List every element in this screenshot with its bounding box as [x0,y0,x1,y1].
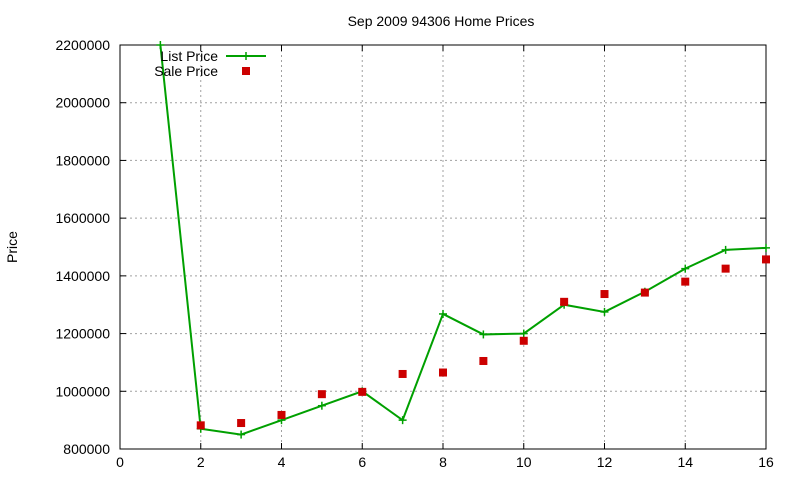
sale-price-point [600,290,609,299]
list-price-point [156,41,165,49]
list-price-line [159,44,767,436]
legend-plus-icon [242,52,250,60]
x-tick-label: 6 [358,454,366,470]
y-axis-label: Price [4,231,20,263]
sale-price-point [237,419,246,428]
legend-item-sale-price: Sale Price [154,63,250,79]
legend-label: List Price [160,48,218,64]
axes: 0 2 4 6 8 10 12 14 16 800000 1000000 1200000 1400000… [55,37,774,470]
y-tick-label: 2200000 [55,37,110,53]
sale-price-point [317,390,326,399]
sale-price-point [479,356,488,365]
sale-price-point [519,336,528,345]
list-price-point [237,430,246,439]
x-tick-label: 10 [516,454,532,470]
y-tick-label: 1600000 [55,210,110,226]
x-tick-label: 8 [439,454,447,470]
list-price-point [519,329,528,338]
sale-price-point [681,277,690,286]
sale-price-point [358,387,367,396]
y-tick-label: 800000 [63,441,110,457]
list-price-point [721,245,730,254]
list-price-point [479,330,488,339]
y-tick-label: 1000000 [55,383,110,399]
list-price-point [439,309,447,318]
sale-price-point [277,410,286,419]
list-price-point [600,307,609,316]
y-tick-label: 1200000 [55,326,110,342]
sale-price-point [560,297,569,306]
legend-square-icon [242,67,250,75]
sale-price-point [196,421,205,430]
sale-price-point [762,255,770,264]
x-tick-label: 4 [278,454,286,470]
y-tick-label: 2000000 [55,95,110,111]
sale-price-point [640,288,649,297]
x-tick-label: 12 [597,454,613,470]
series-list-price [156,41,770,439]
list-price-point [398,416,407,425]
series [156,41,770,439]
sale-price-point [721,264,730,273]
series-sale-price [196,255,770,430]
list-price-point [681,264,690,273]
y-tick-label: 1400000 [55,268,110,284]
y-tick-label: 1800000 [55,152,110,168]
x-tick-label: 14 [677,454,693,470]
list-price-point [317,401,326,410]
x-tick-label: 2 [197,454,205,470]
sale-price-point [439,368,447,377]
legend-label: Sale Price [154,63,218,79]
grid [120,45,766,449]
chart-title: Sep 2009 94306 Home Prices [348,13,535,29]
sale-price-point [398,369,407,378]
x-tick-label: 0 [116,454,124,470]
x-tick-label: 16 [758,454,774,470]
list-price-point [762,243,770,252]
legend-item-list-price: List Price [160,48,266,64]
